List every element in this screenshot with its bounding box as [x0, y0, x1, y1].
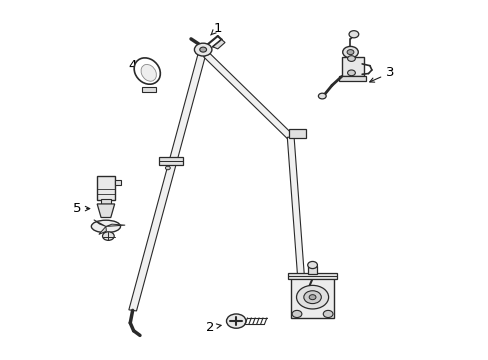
Ellipse shape — [134, 58, 160, 84]
Text: 3: 3 — [369, 66, 394, 82]
Text: 1: 1 — [210, 22, 222, 35]
Polygon shape — [142, 87, 156, 92]
Circle shape — [194, 43, 211, 56]
Circle shape — [308, 295, 315, 300]
Circle shape — [347, 70, 355, 76]
Polygon shape — [94, 220, 106, 226]
Polygon shape — [339, 76, 366, 81]
Circle shape — [291, 310, 301, 318]
Circle shape — [318, 93, 325, 99]
Circle shape — [307, 261, 317, 269]
Circle shape — [226, 314, 245, 328]
Polygon shape — [203, 53, 293, 139]
Circle shape — [200, 47, 206, 52]
Circle shape — [348, 31, 358, 38]
Text: 5: 5 — [72, 202, 90, 215]
Circle shape — [102, 232, 114, 240]
Circle shape — [323, 310, 332, 318]
Polygon shape — [341, 57, 363, 76]
Ellipse shape — [91, 220, 120, 233]
Polygon shape — [106, 224, 125, 226]
Ellipse shape — [141, 64, 156, 81]
Polygon shape — [212, 40, 224, 49]
Polygon shape — [287, 137, 305, 302]
Text: 4: 4 — [128, 59, 142, 72]
Polygon shape — [129, 54, 205, 311]
Polygon shape — [307, 266, 317, 274]
Polygon shape — [115, 180, 120, 185]
Polygon shape — [99, 226, 106, 234]
Polygon shape — [101, 199, 111, 204]
Polygon shape — [290, 278, 334, 318]
Polygon shape — [287, 273, 336, 279]
Circle shape — [296, 285, 328, 309]
Circle shape — [347, 56, 355, 62]
Polygon shape — [288, 129, 305, 138]
Polygon shape — [97, 204, 115, 217]
Text: 2: 2 — [206, 321, 221, 334]
Circle shape — [346, 50, 353, 55]
Polygon shape — [97, 176, 115, 200]
Circle shape — [165, 166, 170, 170]
Circle shape — [303, 291, 321, 303]
Polygon shape — [159, 157, 183, 165]
Circle shape — [342, 46, 358, 58]
